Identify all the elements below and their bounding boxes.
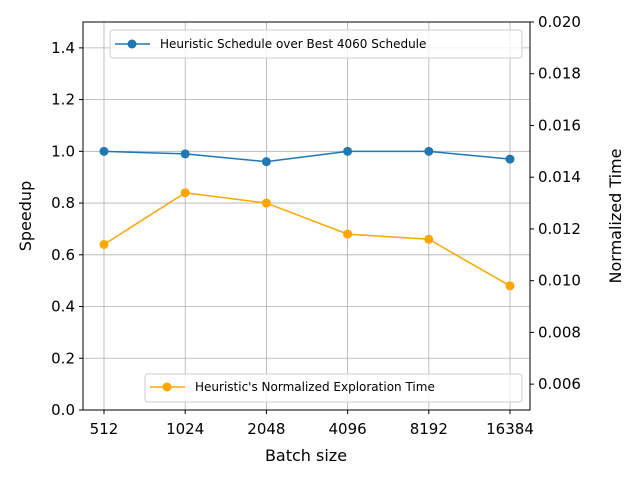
legend-top-label: Heuristic Schedule over Best 4060 Schedu… [160, 37, 426, 51]
series-0-point [424, 146, 434, 156]
series-line-0 [103, 150, 511, 163]
series-0-point [343, 146, 353, 156]
x-tick-label: 1024 [166, 420, 204, 438]
series-0-point [505, 154, 515, 164]
x-tick-label: 8192 [410, 420, 448, 438]
series-1-point [505, 281, 515, 291]
y2-tick-label: 0.008 [538, 323, 581, 341]
y-tick-label: 1.0 [51, 142, 75, 160]
series-line-1 [103, 191, 511, 287]
legend-top-box [109, 29, 523, 59]
y-tick-label: 0.2 [51, 349, 75, 367]
y-tick-label: 0.6 [51, 246, 75, 264]
y-axis-right: 0.006 0.008 0.010 0.012 0.014 0.016 0.018 0.020 [530, 13, 581, 393]
x-axis: 512 1024 2048 4096 8192 16384 [90, 410, 534, 438]
x-tick-label: 16384 [486, 420, 534, 438]
x-tick-label: 4096 [329, 420, 367, 438]
plot-frame [82, 21, 531, 411]
x-tick-label: 512 [90, 420, 119, 438]
y-tick-label: 0.0 [51, 401, 75, 419]
series-1-point [261, 198, 271, 208]
y-axis-left: 0.0 0.2 0.4 0.6 0.8 1.0 1.2 1.4 [51, 39, 83, 419]
y2-tick-label: 0.012 [538, 220, 581, 238]
series-1-point [99, 239, 109, 249]
y2-tick-label: 0.018 [538, 65, 581, 83]
series-1-point [424, 234, 434, 244]
legend-top: Heuristic Schedule over Best 4060 Schedu… [109, 29, 523, 59]
y2-tick-label: 0.020 [538, 13, 581, 31]
y2-tick-label: 0.016 [538, 116, 581, 134]
y2-tick-label: 0.014 [538, 168, 581, 186]
y2-tick-label: 0.006 [538, 375, 581, 393]
x-tick-label: 2048 [247, 420, 285, 438]
y-tick-label: 1.4 [51, 39, 75, 57]
legend-bottom-label: Heuristic's Normalized Exploration Time [195, 380, 435, 394]
y-axis-label: Speedup [16, 181, 35, 251]
legend-top-marker [127, 39, 137, 49]
legend-bottom: Heuristic's Normalized Exploration Time [144, 373, 523, 403]
legend-bottom-box [144, 373, 523, 403]
series-layer [99, 146, 515, 291]
series-0-point [261, 157, 271, 167]
y-tick-label: 0.8 [51, 194, 75, 212]
series-1-point [343, 229, 353, 239]
y-tick-label: 1.2 [51, 91, 75, 109]
y2-axis-label: Normalized Time [606, 149, 625, 284]
series-0-point [180, 149, 190, 159]
x-axis-label: Batch size [265, 446, 347, 465]
legend-bottom-marker [162, 382, 172, 392]
y-tick-label: 0.4 [51, 298, 75, 316]
series-0-point [99, 146, 109, 156]
y2-tick-label: 0.010 [538, 272, 581, 290]
series-1-point [180, 188, 190, 198]
